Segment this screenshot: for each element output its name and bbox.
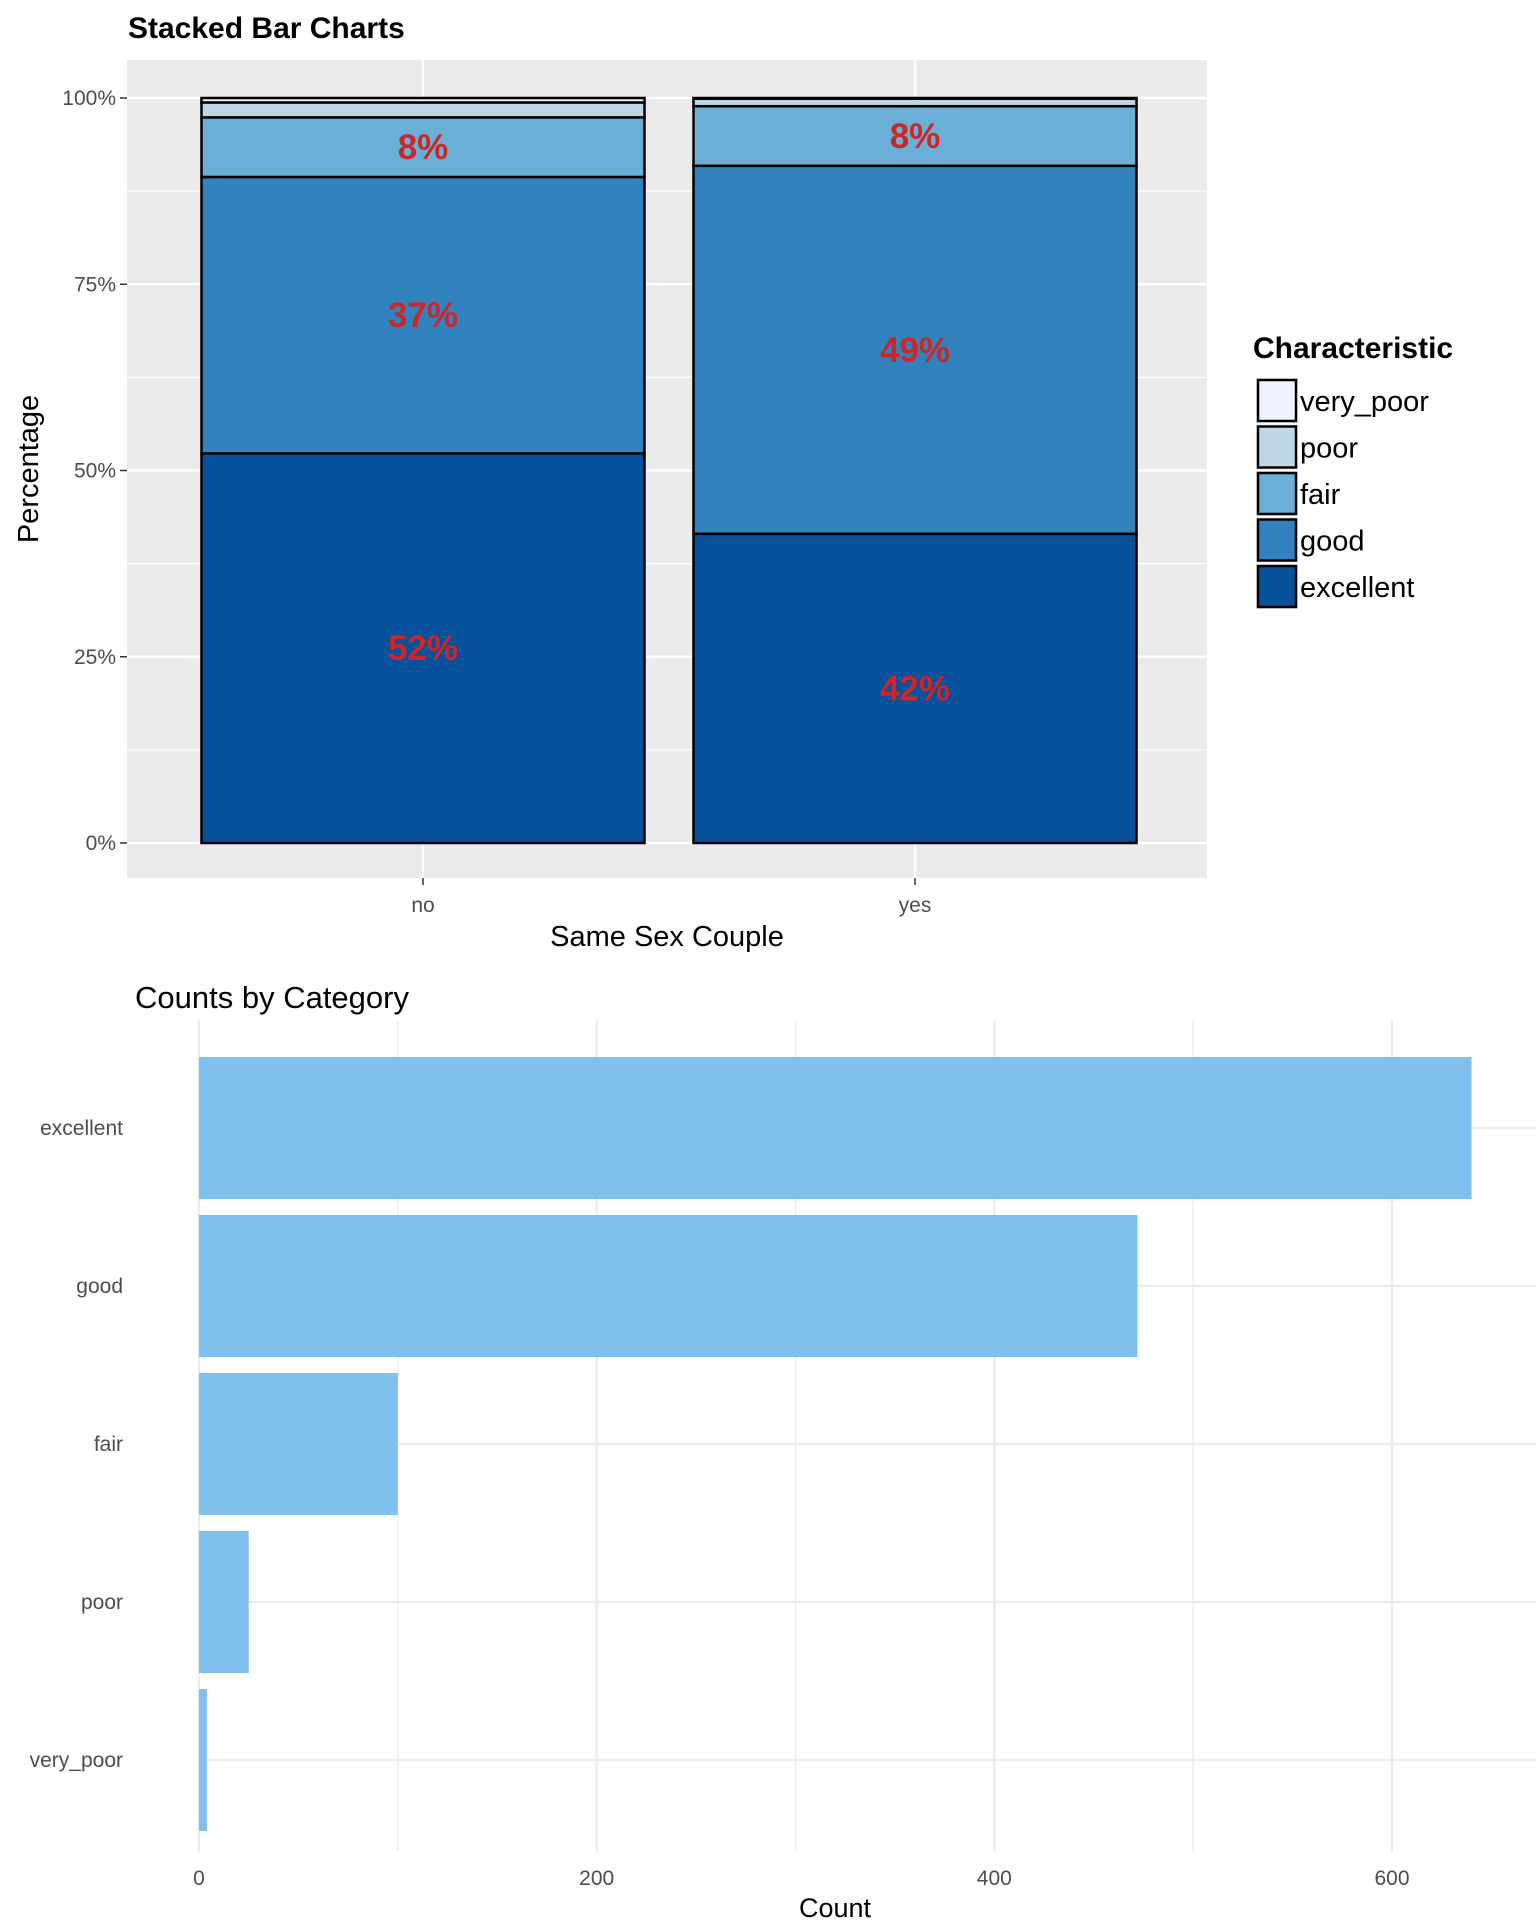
- bar-no-excellent: [200, 452, 646, 845]
- legend-swatch-poor: [1256, 425, 1298, 469]
- data-label-yes-fair: 8%: [890, 117, 941, 156]
- y-tick-label: 25%: [74, 646, 116, 669]
- stacked-y-axis: 0% 25% 50% 75% 100%: [62, 87, 127, 855]
- y-tick-label-good: good: [76, 1275, 123, 1298]
- stacked-chart-title: Stacked Bar Charts: [128, 12, 405, 45]
- bar-no-very_poor: [200, 96, 646, 104]
- data-label-no-excellent: 52%: [388, 629, 458, 668]
- counts-bars: [199, 1057, 1472, 1831]
- bar-no-good: [200, 175, 646, 455]
- counts-x-axis-title: Count: [799, 1893, 872, 1920]
- x-tick-label-yes: yes: [899, 894, 932, 917]
- count-bar-very_poor: [199, 1689, 207, 1831]
- bar-yes-very_poor: [692, 96, 1138, 100]
- stacked-x-axis: no yes: [411, 878, 931, 917]
- legend-title: Characteristic: [1253, 332, 1453, 365]
- x-tick-label: 200: [579, 1867, 614, 1890]
- counts-chart-title: Counts by Category: [135, 980, 409, 1015]
- y-tick-label: 100%: [62, 87, 116, 110]
- y-tick-label-very_poor: very_poor: [30, 1749, 123, 1772]
- y-tick-label-fair: fair: [94, 1433, 123, 1456]
- count-bar-poor: [199, 1531, 249, 1673]
- y-tick-label-excellent: excellent: [40, 1117, 123, 1140]
- counts-y-axis: excellent good fair poor very_poor: [30, 1117, 124, 1772]
- stacked-data-labels: 52% 37% 8% 42% 49% 8%: [388, 117, 950, 708]
- x-tick-label: 600: [1374, 1867, 1409, 1890]
- bar-yes-good: [692, 164, 1138, 536]
- data-label-no-fair: 8%: [398, 128, 449, 167]
- stacked-x-axis-title: Same Sex Couple: [550, 921, 784, 953]
- legend-label-poor: poor: [1300, 433, 1358, 465]
- y-tick-label: 50%: [74, 460, 116, 483]
- counts-x-axis: 0 200 400 600: [193, 1867, 1409, 1890]
- bar-no-fair: [200, 116, 646, 179]
- legend-swatch-excellent: [1256, 564, 1298, 609]
- stacked-bars: [200, 96, 1138, 845]
- legend-label-good: good: [1300, 526, 1365, 558]
- bar-yes-excellent: [692, 532, 1138, 845]
- count-bar-fair: [199, 1373, 398, 1515]
- x-tick-label: 0: [193, 1867, 205, 1890]
- legend-label-fair: fair: [1300, 479, 1341, 511]
- legend-label-excellent: excellent: [1300, 572, 1414, 604]
- bar-yes-fair: [692, 104, 1138, 168]
- y-tick-label: 75%: [74, 273, 116, 296]
- legend-swatch-good: [1256, 518, 1298, 562]
- y-tick-label-poor: poor: [81, 1591, 123, 1614]
- data-label-yes-good: 49%: [880, 331, 950, 370]
- counts-chart: Counts by Category excellent good fair poor…: [30, 980, 1536, 1923]
- legend-label-very_poor: very_poor: [1300, 386, 1429, 418]
- data-label-no-good: 37%: [388, 296, 458, 335]
- data-label-yes-excellent: 42%: [880, 669, 950, 708]
- legend-swatch-very_poor: [1256, 378, 1298, 423]
- x-tick-label: 400: [977, 1867, 1012, 1890]
- y-tick-label: 0%: [86, 832, 116, 855]
- stacked-chart: Stacked Bar Charts 52% 37% 8% 42% 49% 8% 0% 25…: [13, 12, 1453, 953]
- legend-swatch-fair: [1256, 471, 1298, 516]
- stacked-y-axis-title: Percentage: [13, 395, 45, 543]
- count-bar-excellent: [199, 1057, 1472, 1199]
- count-bar-good: [199, 1215, 1138, 1357]
- bar-no-poor: [200, 101, 646, 119]
- x-tick-label-no: no: [411, 894, 434, 917]
